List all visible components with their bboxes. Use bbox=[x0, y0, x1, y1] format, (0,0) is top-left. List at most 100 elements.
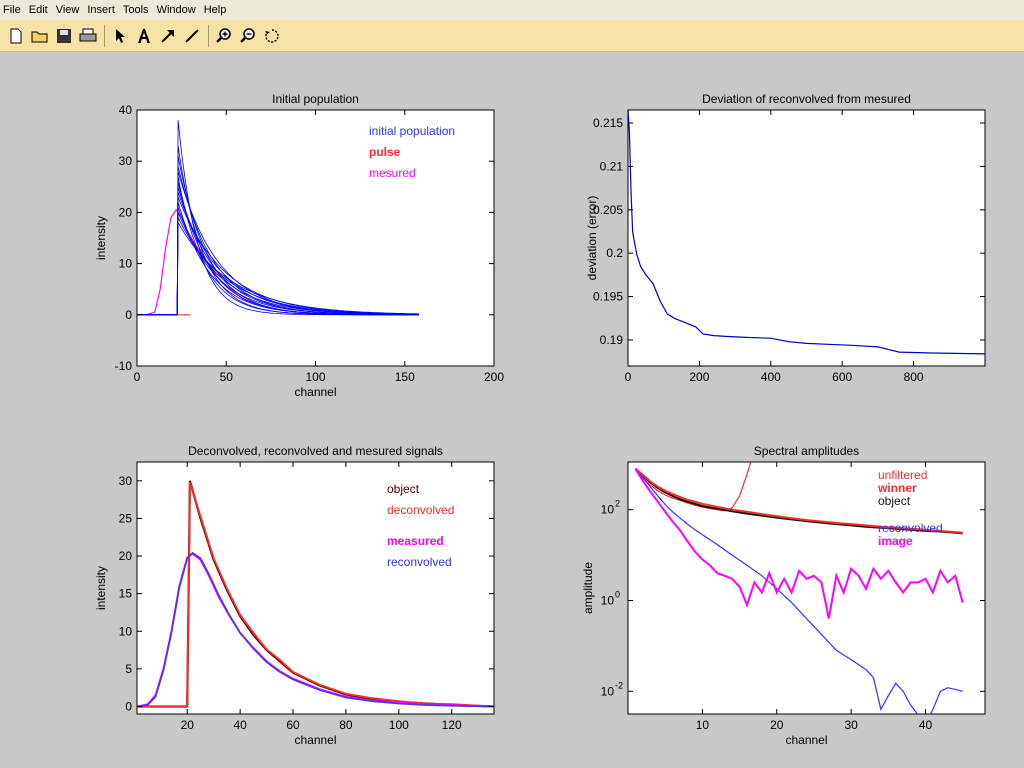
toolbar-separator bbox=[104, 24, 105, 47]
legend-entry-measured: measured bbox=[387, 534, 444, 548]
chart-2: 0 200 400 600 800 0.19 0.195 0.2 0.205 0.21 0.215 D… bbox=[585, 92, 986, 384]
zoom-out-icon[interactable] bbox=[238, 25, 258, 47]
menu-view[interactable]: View bbox=[55, 4, 80, 16]
series-reconvolved bbox=[137, 551, 494, 708]
x-tick-label: 100 bbox=[305, 370, 325, 384]
y-tick-label: 0.21 bbox=[600, 159, 624, 173]
y-tick-label: 20 bbox=[119, 549, 133, 563]
series-initial-population bbox=[137, 212, 419, 316]
y-tick-label: 0 bbox=[125, 699, 132, 713]
y-tick-label: 30 bbox=[119, 474, 133, 488]
y-tick-label: 25 bbox=[119, 511, 133, 525]
x-tick-label: 80 bbox=[339, 718, 353, 732]
y-tick-label: 0.195 bbox=[593, 290, 623, 304]
series-unfiltered bbox=[634, 462, 752, 512]
x-tick-label: 10 bbox=[696, 718, 710, 732]
y-axis-label: intensity bbox=[94, 216, 108, 260]
x-axis-label: channel bbox=[785, 733, 827, 747]
menu-bar: File Edit View Insert Tools Window Help bbox=[0, 0, 1024, 20]
legend: object deconvolved measured reconvolved bbox=[387, 482, 454, 569]
toolbar-separator bbox=[208, 24, 209, 47]
y-tick-label: 40 bbox=[119, 103, 133, 117]
y-tick-label: 10 bbox=[119, 257, 133, 271]
chart-title: Deconvolved, reconvolved and mesured sig… bbox=[188, 444, 443, 458]
y-tick-label: 30 bbox=[119, 154, 133, 168]
legend: initial population pulse mesured bbox=[369, 124, 455, 180]
series-initial-population bbox=[137, 221, 419, 316]
series-image bbox=[634, 468, 964, 619]
chart-3: 20 40 60 80 100 120 0 5 10 15 20 25 30 Deconvolved, r… bbox=[94, 444, 495, 747]
series-group bbox=[628, 110, 985, 355]
series-reconvolved bbox=[634, 468, 963, 714]
y-tick-label: 10 bbox=[601, 593, 615, 607]
plot-area bbox=[136, 109, 495, 367]
y-tick-label: 10 bbox=[601, 684, 615, 698]
y-axis-label: intensity bbox=[94, 566, 108, 610]
new-file-icon[interactable] bbox=[6, 25, 26, 47]
rotate-icon[interactable] bbox=[262, 25, 282, 47]
y-tick-exponent: 0 bbox=[615, 589, 620, 599]
x-tick-label: 0 bbox=[625, 370, 632, 384]
save-icon[interactable] bbox=[54, 25, 74, 47]
x-tick-label: 50 bbox=[220, 370, 234, 384]
open-folder-icon[interactable] bbox=[30, 25, 50, 47]
line-icon[interactable] bbox=[182, 25, 202, 47]
menu-window[interactable]: Window bbox=[156, 4, 196, 16]
series-winner bbox=[634, 467, 963, 534]
legend-entry-unfiltered: unfiltered bbox=[878, 468, 927, 482]
y-tick-label: 5 bbox=[125, 662, 132, 676]
chart-title: Spectral amplitudes bbox=[754, 444, 859, 458]
arrow-pointer-icon[interactable] bbox=[110, 25, 130, 47]
legend-entry-reconvolved: reconvolved bbox=[387, 555, 452, 569]
y-tick-label: 0.2 bbox=[606, 246, 623, 260]
y-tick-label: 0.19 bbox=[600, 333, 624, 347]
menu-insert[interactable]: Insert bbox=[87, 4, 115, 16]
y-tick-label: 10 bbox=[119, 624, 133, 638]
legend-entry-mesured: mesured bbox=[369, 166, 416, 180]
series-group bbox=[137, 480, 494, 708]
x-axis-label: channel bbox=[294, 385, 336, 399]
legend-entry-reconvolved: reconvolved bbox=[878, 521, 943, 535]
arrow-line-icon[interactable] bbox=[158, 25, 178, 47]
x-tick-label: 60 bbox=[286, 718, 300, 732]
legend-entry-pulse: pulse bbox=[369, 145, 401, 159]
menu-edit[interactable]: Edit bbox=[28, 4, 48, 16]
series-initial-population bbox=[137, 217, 419, 316]
chart-title: Initial population bbox=[272, 92, 359, 106]
legend-entry-object: object bbox=[387, 482, 420, 496]
x-axis-label: channel bbox=[294, 733, 336, 747]
y-axis-label: amplitude bbox=[581, 562, 595, 614]
x-tick-label: 120 bbox=[442, 718, 462, 732]
y-axis-label: deviation (error) bbox=[585, 196, 599, 281]
menu-file[interactable]: File bbox=[3, 4, 21, 16]
menu-help[interactable]: Help bbox=[203, 4, 227, 16]
series-deconvolved bbox=[137, 482, 494, 708]
legend-entry-image: image bbox=[878, 534, 913, 548]
legend-entry-deconvolved: deconvolved bbox=[387, 503, 454, 517]
zoom-in-icon[interactable] bbox=[214, 25, 234, 47]
text-icon[interactable] bbox=[134, 25, 154, 47]
legend-entry-object: object bbox=[878, 494, 911, 508]
legend-entry-initial-population: initial population bbox=[369, 124, 455, 138]
series-object bbox=[634, 467, 963, 535]
x-tick-label: 0 bbox=[134, 370, 141, 384]
x-tick-label: 100 bbox=[389, 718, 409, 732]
x-tick-label: 800 bbox=[904, 370, 924, 384]
y-tick-label: 10 bbox=[601, 503, 615, 517]
x-tick-label: 150 bbox=[395, 370, 415, 384]
x-tick-label: 400 bbox=[761, 370, 781, 384]
x-tick-label: 20 bbox=[181, 718, 195, 732]
x-tick-label: 200 bbox=[689, 370, 709, 384]
print-icon[interactable] bbox=[78, 25, 98, 47]
menu-tools[interactable]: Tools bbox=[122, 4, 149, 16]
x-tick-label: 40 bbox=[919, 718, 933, 732]
plot-area bbox=[627, 109, 986, 367]
series-deviation bbox=[628, 110, 985, 355]
y-tick-label: 15 bbox=[119, 587, 133, 601]
y-tick-exponent: 2 bbox=[615, 499, 620, 509]
y-tick-label: -10 bbox=[115, 359, 133, 373]
y-tick-label: 0.215 bbox=[593, 116, 623, 130]
